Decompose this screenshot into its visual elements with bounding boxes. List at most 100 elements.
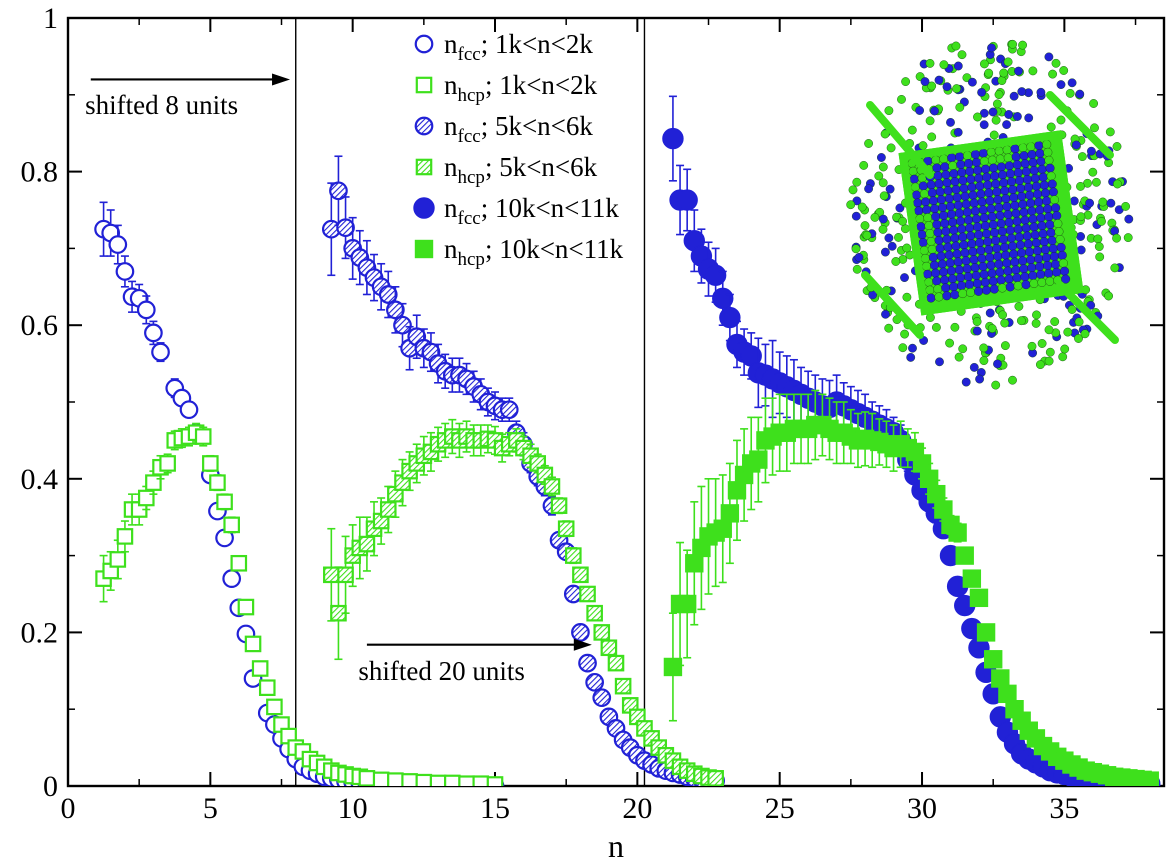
data-point — [415, 773, 433, 786]
data-point — [1140, 771, 1159, 786]
inset-atom — [878, 178, 888, 188]
inset-atom — [1000, 318, 1010, 328]
inset-atom — [881, 247, 890, 257]
legend-label-subscript: fcc — [458, 44, 481, 65]
inset-atom — [1063, 327, 1073, 337]
inset-atom — [891, 257, 901, 266]
inset-atom — [1074, 334, 1083, 343]
data-point — [579, 585, 596, 603]
inset-atom — [1032, 310, 1041, 320]
inset-atom — [1013, 112, 1022, 121]
inset-atom — [988, 107, 998, 117]
y-tick-label: 0 — [43, 770, 58, 803]
legend-entry: nfcc; 10k<n<11k — [413, 193, 620, 229]
data-point — [677, 594, 697, 614]
inset-atom — [1087, 146, 1096, 156]
x-tick-label: 15 — [480, 792, 510, 825]
legend-entry: nhcp; 10k<n<11k — [414, 234, 624, 270]
legend-label-range: ; 10k<n<11k — [481, 193, 620, 223]
inset-atom — [915, 106, 925, 115]
data-point — [557, 520, 575, 538]
inset-atom — [1074, 317, 1084, 327]
inset-atom — [857, 202, 867, 212]
data-point — [676, 189, 698, 211]
data-point — [358, 770, 376, 786]
inset-atom — [1045, 347, 1055, 357]
inset-atom — [1028, 66, 1038, 76]
inset-atom — [900, 273, 909, 282]
inset-atom — [902, 243, 912, 253]
legend-entry: nfcc; 5k<n<6k — [414, 111, 593, 147]
data-point — [991, 669, 1010, 688]
inset-atom — [884, 233, 894, 243]
inset-atom — [897, 95, 906, 104]
inset-atom — [1044, 325, 1054, 335]
inset-atom — [880, 129, 890, 139]
inset-atom — [1076, 182, 1085, 191]
inset-atom — [958, 344, 968, 354]
inset-atom — [1060, 344, 1070, 354]
inset-atom — [985, 308, 995, 318]
inset-atom — [953, 127, 963, 137]
data-point — [379, 501, 397, 518]
data-point — [607, 654, 625, 672]
data-point — [387, 772, 404, 786]
inset-atom — [1092, 177, 1101, 187]
inset-stripe — [1046, 91, 1114, 159]
legend-marker — [415, 158, 433, 176]
x-axis-label: n — [608, 828, 624, 863]
inset-atom — [1014, 66, 1023, 76]
inset-atom — [851, 211, 861, 221]
data-point — [727, 481, 747, 500]
inset-atom — [1008, 375, 1017, 385]
inset-atom — [1048, 69, 1057, 79]
inset-atom — [972, 326, 982, 336]
inset-atom — [877, 153, 886, 162]
inset-atom — [997, 76, 1007, 86]
inset-atom — [1024, 113, 1034, 123]
data-point — [109, 551, 127, 568]
data-point — [237, 598, 255, 616]
inset-atom — [846, 200, 856, 210]
data-point — [266, 698, 283, 716]
inset-atom — [1017, 87, 1027, 97]
data-point — [592, 688, 612, 708]
inset-atom — [878, 214, 888, 224]
inset-atom — [946, 118, 955, 127]
plot-area — [94, 95, 1161, 786]
inset-atom — [895, 203, 905, 213]
tick-labels: 0 5 10 15 20 25 30 35 0 0.2 0.4 0.6 0.8 1 — [21, 2, 1080, 825]
inset-atom — [1037, 339, 1047, 348]
inset-atom — [1110, 263, 1120, 273]
data-point — [486, 776, 504, 786]
data-point — [323, 566, 340, 584]
inset-atom — [1086, 300, 1096, 310]
inset-atom — [989, 130, 999, 140]
inset-atom — [1113, 179, 1122, 189]
data-point — [136, 300, 156, 320]
data-point — [202, 455, 219, 472]
inset-atom — [991, 115, 1001, 125]
data-point — [707, 770, 724, 786]
data-point — [719, 306, 741, 329]
inset-atom — [902, 292, 912, 302]
y-tick-label: 0.4 — [21, 463, 59, 496]
inset-atom — [1050, 317, 1060, 327]
inset-atom — [953, 61, 963, 71]
inset-atom — [901, 77, 911, 87]
data-point — [216, 493, 233, 511]
legend-label: nhcp; 5k<n<6k — [444, 152, 598, 188]
data-point — [969, 588, 989, 608]
data-point — [572, 566, 589, 584]
vertical-lines — [295, 18, 646, 786]
inset-atom — [950, 322, 960, 332]
legend-label-main: n — [444, 111, 458, 141]
inset-stripe — [866, 101, 934, 179]
inset-atom — [901, 224, 910, 234]
inset-atom — [1051, 58, 1061, 68]
inset-atom — [1078, 152, 1087, 161]
legend-label-main: n — [444, 70, 458, 100]
inset-atom — [934, 75, 944, 85]
inset-atom — [1044, 52, 1054, 62]
legend-label-subscript: fcc — [458, 126, 481, 147]
